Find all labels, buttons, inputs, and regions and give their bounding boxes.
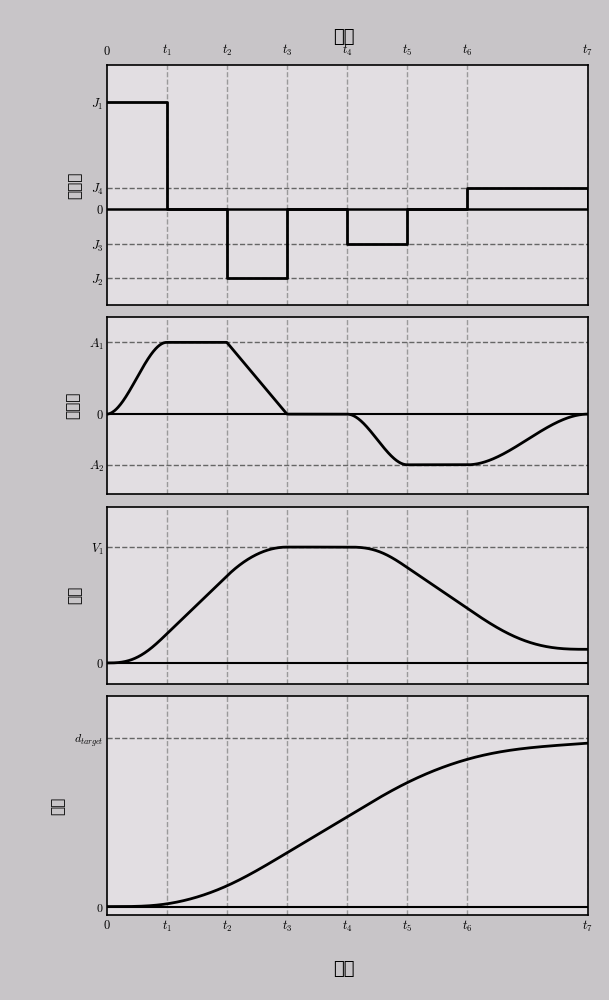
Text: $t_1$: $t_1$ xyxy=(161,43,172,58)
Text: 时间: 时间 xyxy=(333,28,355,46)
Text: $t_5$: $t_5$ xyxy=(402,43,412,58)
Text: $t_2$: $t_2$ xyxy=(222,43,232,58)
Y-axis label: 位移: 位移 xyxy=(51,796,66,815)
Y-axis label: 急动度: 急动度 xyxy=(68,171,82,199)
Text: $t_6$: $t_6$ xyxy=(462,43,473,58)
Text: $t_4$: $t_4$ xyxy=(342,43,353,58)
Y-axis label: 加速度: 加速度 xyxy=(65,392,80,419)
Text: $t_7$: $t_7$ xyxy=(582,43,593,58)
Text: $t_3$: $t_3$ xyxy=(282,43,292,58)
Y-axis label: 速度: 速度 xyxy=(68,586,83,604)
Text: 时间: 时间 xyxy=(333,960,355,978)
Text: $0$: $0$ xyxy=(103,45,110,58)
